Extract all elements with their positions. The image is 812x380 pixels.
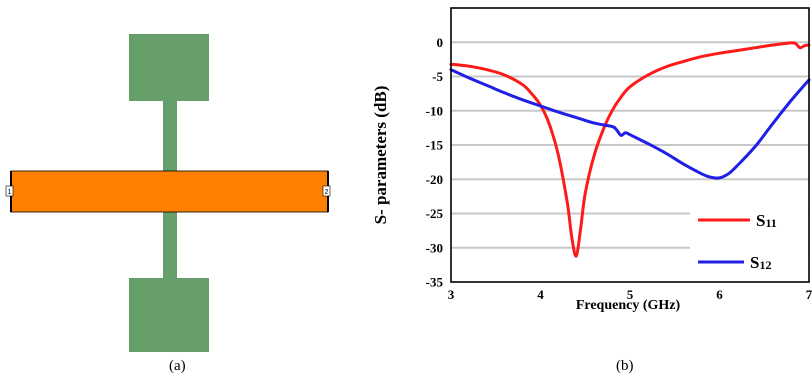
legend: S11 S12 [690,206,808,278]
layout-diagram: 1 2 [5,34,331,352]
series-line-s12 [449,68,811,180]
series-layer [449,41,811,258]
legend-label-s12: S12 [750,253,771,272]
x-tick-label: 6 [716,287,723,302]
x-axis-label: Frequency (GHz) [576,298,681,313]
series-line-s11 [449,41,811,258]
y-tick-label: -25 [426,206,444,221]
y-tick-label: -5 [432,69,443,84]
y-tick-label: -20 [426,172,443,187]
y-tick-label: -15 [426,138,444,153]
top-pad [129,34,209,101]
y-tick-labels: 0 -5 -10 -15 -20 -25 -30 -35 [426,35,444,290]
x-tick-label: 4 [537,287,544,302]
y-tick-label: -10 [426,103,443,118]
x-tick-label: 5 [627,287,634,302]
caption-b: (b) [616,358,634,374]
bottom-neck [163,212,177,278]
caption-a: (a) [169,358,186,374]
legend-label-s11: S11 [756,211,777,230]
port-1-label: 1 [8,189,12,196]
top-neck [163,101,177,171]
y-tick-label: -35 [426,275,444,290]
x-tick-label: 3 [448,287,455,302]
bottom-pad [129,278,209,352]
x-tick-label: 7 [806,287,812,302]
plot-frame [450,7,810,283]
x-tick-labels: 3 4 5 6 7 [448,287,812,302]
port-2-box [322,185,331,197]
y-tick-label: -30 [426,240,443,255]
port-2-label: 2 [325,189,329,196]
legend-background [690,206,808,278]
port-1-box [5,185,14,197]
y-tick-label: 0 [437,35,444,50]
y-axis-label: S- parameters (dB) [371,86,390,225]
